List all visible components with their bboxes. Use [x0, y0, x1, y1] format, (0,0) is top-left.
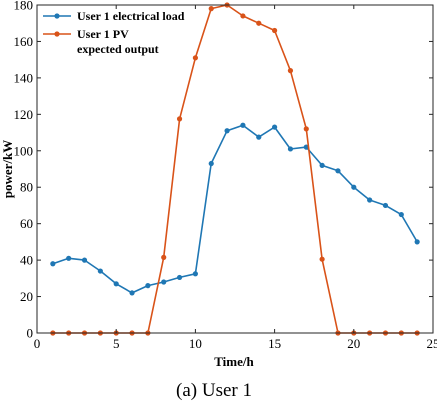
data-point-s2-16: [287, 68, 294, 74]
data-point-s1-10: [192, 271, 198, 277]
axes: 0 5 10 15 20 25 0 20 40 60 80 100 120 140 160 180: [14, 0, 437, 351]
data-point-s2-8: [161, 254, 167, 260]
data-point-s1-4: [97, 268, 103, 274]
y-tick-label: 40: [20, 253, 33, 268]
data-point-s1-7: [145, 283, 151, 289]
y-tick-label: 80: [20, 180, 33, 195]
data-point-s1-8: [161, 279, 167, 285]
data-point-s1-16: [287, 146, 294, 152]
data-point-s2-9: [176, 116, 183, 122]
legend-label-2: expected output: [77, 42, 159, 56]
data-point-s2-14: [256, 20, 262, 26]
data-point-s2-11: [208, 6, 214, 12]
data-point-s1-21: [367, 197, 373, 203]
data-point-s2-10: [192, 55, 198, 61]
series-line-1: [52, 124, 418, 294]
y-tick-label: 120: [14, 107, 34, 122]
data-point-s2-15: [272, 27, 278, 34]
data-point-s1-19: [335, 168, 341, 174]
data-point-s1-5: [113, 281, 119, 287]
y-tick-label: 100: [14, 143, 34, 158]
data-point-s1-2: [66, 255, 72, 261]
y-tick-label: 180: [14, 0, 34, 13]
data-point-s1-14: [256, 134, 262, 140]
x-axis-label: Time/h: [214, 354, 254, 369]
data-point-s1-20: [351, 184, 357, 190]
data-point-s1-3: [81, 257, 88, 263]
data-point-s1-15: [272, 124, 278, 130]
x-tick-label: 25: [427, 336, 437, 351]
data-point-s1-12: [224, 128, 230, 134]
x-tick-label: 10: [189, 336, 202, 351]
data-point-s2-13: [240, 13, 246, 19]
data-point-s1-9: [176, 274, 183, 281]
legend-label-2: User 1 PV: [77, 27, 129, 41]
y-tick-label: 140: [14, 70, 34, 85]
x-tick-label: 15: [268, 336, 281, 351]
data-point-s1-18: [319, 162, 325, 168]
data-point-s1-13: [240, 122, 246, 128]
y-tick-label: 160: [14, 34, 34, 49]
data-point-s1-24: [414, 239, 420, 245]
data-point-s1-1: [50, 261, 56, 267]
data-point-s2-17: [303, 126, 309, 132]
data-point-s1-22: [382, 202, 389, 209]
data-point-s1-23: [398, 211, 404, 218]
x-tick-label: 20: [347, 336, 360, 351]
axes-box: [36, 4, 434, 334]
legend-label-1: User 1 electrical load: [77, 9, 185, 23]
x-tick-label: 5: [113, 336, 120, 351]
figure-caption: (a) User 1: [176, 380, 252, 401]
y-tick-label: 0: [27, 326, 34, 341]
x-tick-label: 0: [34, 336, 41, 351]
y-tick-label: 20: [20, 289, 33, 304]
data-point-s2-18: [319, 256, 325, 262]
legend: User 1 electrical load User 1 PVexpected …: [43, 9, 185, 56]
data-point-s1-11: [208, 160, 214, 167]
legend-marker-1: [54, 13, 60, 19]
data-point-s1-6: [129, 290, 135, 296]
y-axis-label: power/kW: [0, 140, 15, 199]
y-tick-label: 60: [20, 216, 33, 231]
legend-marker-2: [54, 31, 60, 37]
